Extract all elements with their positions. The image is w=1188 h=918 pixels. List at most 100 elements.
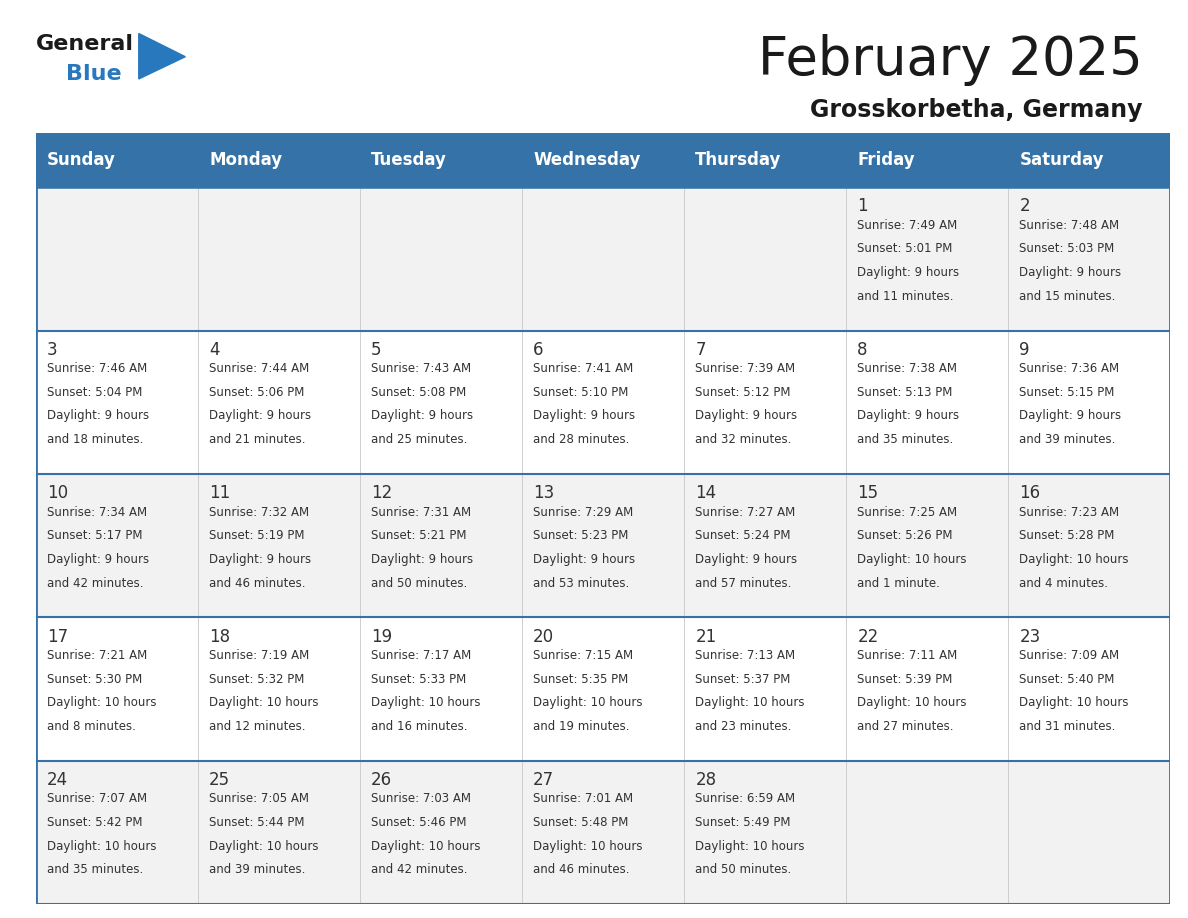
Text: Sunset: 5:39 PM: Sunset: 5:39 PM: [858, 673, 953, 686]
Text: and 46 minutes.: and 46 minutes.: [209, 577, 305, 589]
Text: Sunrise: 6:59 AM: Sunrise: 6:59 AM: [695, 792, 796, 805]
Text: 4: 4: [209, 341, 220, 359]
Text: Sunrise: 7:34 AM: Sunrise: 7:34 AM: [48, 506, 147, 519]
Text: 18: 18: [209, 628, 230, 645]
Text: and 8 minutes.: and 8 minutes.: [48, 720, 135, 733]
Text: Sunset: 5:46 PM: Sunset: 5:46 PM: [371, 816, 467, 829]
Text: Sunrise: 7:32 AM: Sunrise: 7:32 AM: [209, 506, 309, 519]
Text: Daylight: 9 hours: Daylight: 9 hours: [209, 553, 311, 565]
Bar: [684, 330, 846, 474]
Text: Sunset: 5:35 PM: Sunset: 5:35 PM: [533, 673, 628, 686]
Text: and 28 minutes.: and 28 minutes.: [533, 433, 630, 446]
Bar: [684, 474, 846, 618]
Text: Sunrise: 7:49 AM: Sunrise: 7:49 AM: [858, 218, 958, 231]
Text: Sunset: 5:03 PM: Sunset: 5:03 PM: [1019, 242, 1114, 255]
Text: Friday: Friday: [858, 151, 915, 169]
Text: Sunrise: 7:11 AM: Sunrise: 7:11 AM: [858, 649, 958, 662]
Text: Daylight: 10 hours: Daylight: 10 hours: [48, 696, 157, 710]
Text: and 15 minutes.: and 15 minutes.: [1019, 290, 1116, 303]
Bar: [846, 330, 1009, 474]
Bar: [522, 133, 684, 187]
Text: Daylight: 9 hours: Daylight: 9 hours: [209, 409, 311, 422]
Text: Sunrise: 7:15 AM: Sunrise: 7:15 AM: [533, 649, 633, 662]
Text: 9: 9: [1019, 341, 1030, 359]
Text: Sunrise: 7:07 AM: Sunrise: 7:07 AM: [48, 792, 147, 805]
Text: Sunrise: 7:31 AM: Sunrise: 7:31 AM: [371, 506, 472, 519]
Bar: [36, 618, 197, 761]
Text: Sunday: Sunday: [48, 151, 116, 169]
Text: 19: 19: [371, 628, 392, 645]
Text: Sunrise: 7:03 AM: Sunrise: 7:03 AM: [371, 792, 472, 805]
Text: and 23 minutes.: and 23 minutes.: [695, 720, 791, 733]
Bar: [36, 133, 197, 187]
Text: 7: 7: [695, 341, 706, 359]
Bar: [1009, 330, 1170, 474]
Text: and 39 minutes.: and 39 minutes.: [209, 864, 305, 877]
Text: Daylight: 10 hours: Daylight: 10 hours: [1019, 553, 1129, 565]
Text: 26: 26: [371, 771, 392, 789]
Text: Sunrise: 7:43 AM: Sunrise: 7:43 AM: [371, 362, 472, 375]
Text: and 50 minutes.: and 50 minutes.: [371, 577, 467, 589]
Bar: [36, 330, 197, 474]
Text: Sunset: 5:48 PM: Sunset: 5:48 PM: [533, 816, 628, 829]
Text: Sunset: 5:12 PM: Sunset: 5:12 PM: [695, 386, 791, 398]
Text: Sunset: 5:21 PM: Sunset: 5:21 PM: [371, 529, 467, 543]
Bar: [684, 187, 846, 330]
Text: and 21 minutes.: and 21 minutes.: [209, 433, 305, 446]
Text: Daylight: 10 hours: Daylight: 10 hours: [48, 840, 157, 853]
Text: Sunset: 5:24 PM: Sunset: 5:24 PM: [695, 529, 791, 543]
Text: Daylight: 9 hours: Daylight: 9 hours: [1019, 266, 1121, 279]
Text: Daylight: 10 hours: Daylight: 10 hours: [533, 840, 643, 853]
Bar: [846, 187, 1009, 330]
Text: and 4 minutes.: and 4 minutes.: [1019, 577, 1108, 589]
Text: Daylight: 10 hours: Daylight: 10 hours: [533, 696, 643, 710]
Text: Saturday: Saturday: [1019, 151, 1104, 169]
Text: Daylight: 9 hours: Daylight: 9 hours: [48, 553, 150, 565]
Text: Daylight: 9 hours: Daylight: 9 hours: [533, 409, 636, 422]
Bar: [846, 133, 1009, 187]
Bar: [522, 187, 684, 330]
Text: Sunset: 5:42 PM: Sunset: 5:42 PM: [48, 816, 143, 829]
Text: Daylight: 9 hours: Daylight: 9 hours: [48, 409, 150, 422]
Text: Sunset: 5:01 PM: Sunset: 5:01 PM: [858, 242, 953, 255]
Text: Sunset: 5:44 PM: Sunset: 5:44 PM: [209, 816, 304, 829]
Text: and 50 minutes.: and 50 minutes.: [695, 864, 791, 877]
Bar: [197, 187, 360, 330]
Text: Daylight: 10 hours: Daylight: 10 hours: [695, 696, 804, 710]
Bar: [846, 474, 1009, 618]
Text: 3: 3: [48, 341, 57, 359]
Bar: [360, 474, 522, 618]
Text: Daylight: 10 hours: Daylight: 10 hours: [371, 840, 481, 853]
Text: Daylight: 9 hours: Daylight: 9 hours: [695, 409, 797, 422]
Bar: [36, 474, 197, 618]
Text: Blue: Blue: [65, 64, 121, 84]
Text: Sunset: 5:37 PM: Sunset: 5:37 PM: [695, 673, 791, 686]
Text: Sunrise: 7:39 AM: Sunrise: 7:39 AM: [695, 362, 796, 375]
Text: Sunset: 5:08 PM: Sunset: 5:08 PM: [371, 386, 467, 398]
Text: Daylight: 9 hours: Daylight: 9 hours: [371, 409, 473, 422]
Text: Thursday: Thursday: [695, 151, 782, 169]
Bar: [360, 761, 522, 904]
Bar: [197, 761, 360, 904]
Text: 21: 21: [695, 628, 716, 645]
Bar: [684, 618, 846, 761]
Text: 14: 14: [695, 484, 716, 502]
Bar: [1009, 618, 1170, 761]
Text: Daylight: 10 hours: Daylight: 10 hours: [858, 553, 967, 565]
Text: 17: 17: [48, 628, 68, 645]
Text: Sunset: 5:06 PM: Sunset: 5:06 PM: [209, 386, 304, 398]
Text: 28: 28: [695, 771, 716, 789]
Text: Sunset: 5:04 PM: Sunset: 5:04 PM: [48, 386, 143, 398]
Text: Daylight: 10 hours: Daylight: 10 hours: [209, 840, 318, 853]
Text: Sunrise: 7:29 AM: Sunrise: 7:29 AM: [533, 506, 633, 519]
Text: Sunrise: 7:01 AM: Sunrise: 7:01 AM: [533, 792, 633, 805]
Text: and 42 minutes.: and 42 minutes.: [48, 577, 144, 589]
Text: and 31 minutes.: and 31 minutes.: [1019, 720, 1116, 733]
Text: 13: 13: [533, 484, 555, 502]
Bar: [522, 474, 684, 618]
Text: Sunrise: 7:36 AM: Sunrise: 7:36 AM: [1019, 362, 1119, 375]
Text: Daylight: 10 hours: Daylight: 10 hours: [695, 840, 804, 853]
Text: Daylight: 9 hours: Daylight: 9 hours: [1019, 409, 1121, 422]
Text: Sunset: 5:40 PM: Sunset: 5:40 PM: [1019, 673, 1114, 686]
Text: 12: 12: [371, 484, 392, 502]
